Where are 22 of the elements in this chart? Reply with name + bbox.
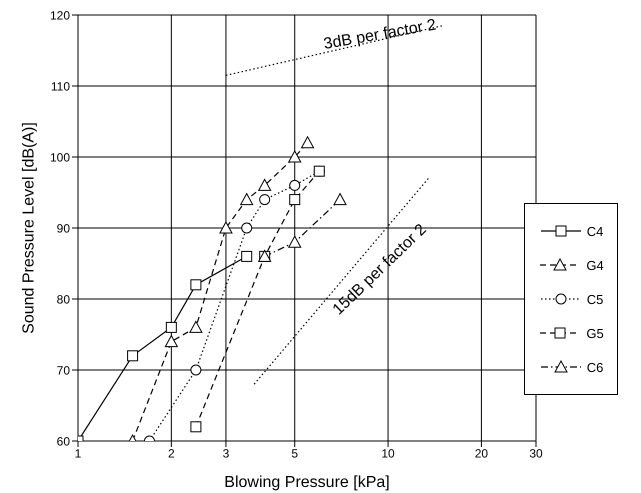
- y-tick-label: 70: [56, 363, 70, 378]
- y-tick-label: 120: [50, 8, 70, 22]
- x-axis-title: Blowing Pressure [kPa]: [224, 474, 390, 491]
- legend-label: C5: [586, 292, 604, 306]
- y-tick-label: 110: [50, 79, 70, 94]
- x-tick-label: 30: [529, 446, 543, 461]
- x-tick-label: 2: [168, 446, 175, 461]
- x-tick-label: 5: [291, 446, 298, 461]
- x-tick-label: 3: [222, 446, 230, 461]
- x-tick-label: 20: [474, 446, 488, 461]
- legend-label: C4: [586, 224, 604, 238]
- y-tick-label: 90: [56, 221, 70, 236]
- x-tick-label: 1: [74, 446, 82, 461]
- legend-label: C6: [586, 360, 604, 374]
- x-tick-label: 10: [381, 446, 396, 461]
- y-axis-title: Sound Pressure Level [dB(A)]: [20, 122, 38, 334]
- y-tick-label: 60: [56, 434, 70, 448]
- annotation: 3dB per factor 2: [322, 16, 438, 53]
- y-tick-label: 80: [56, 292, 70, 306]
- y-tick-label: 100: [50, 150, 70, 164]
- legend-label: G5: [586, 326, 604, 340]
- legend-label: G4: [586, 258, 604, 272]
